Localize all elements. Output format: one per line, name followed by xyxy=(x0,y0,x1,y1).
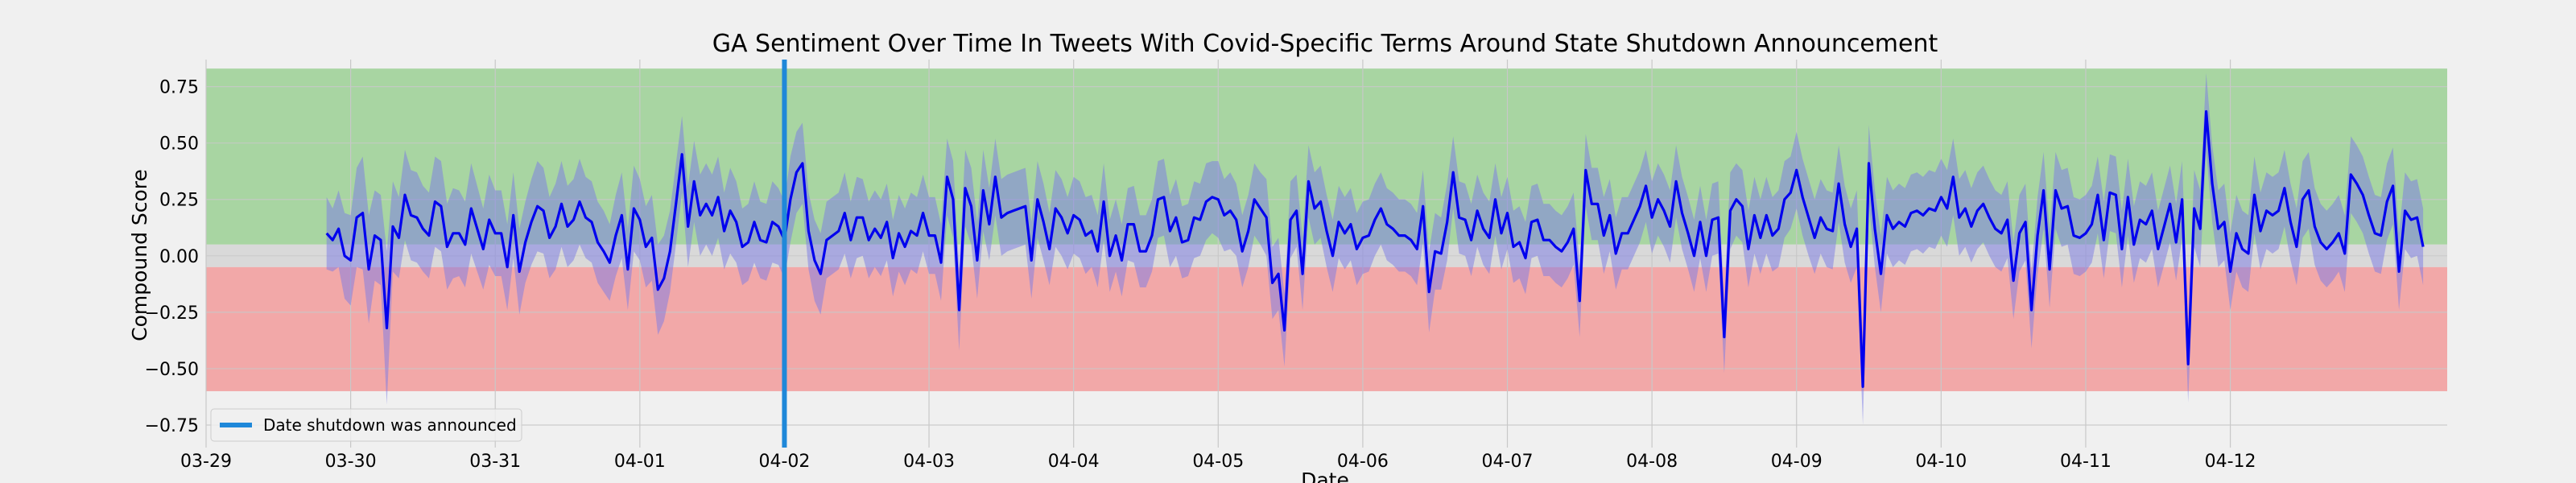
x-tick-label: 04-04 xyxy=(1048,452,1100,472)
x-tick-label: 04-05 xyxy=(1192,452,1244,472)
y-tick-label: 0.00 xyxy=(159,247,199,267)
series-layer xyxy=(325,72,2425,426)
y-tick-label: −0.50 xyxy=(145,360,199,380)
x-tick-label: 03-30 xyxy=(325,452,377,472)
x-tick-label: 03-31 xyxy=(469,452,521,472)
x-tick-label: 04-10 xyxy=(1915,452,1967,472)
chart-title: GA Sentiment Over Time In Tweets With Co… xyxy=(712,30,1938,58)
x-tick-label: 04-06 xyxy=(1337,452,1389,472)
x-tick-label: 04-09 xyxy=(1771,452,1823,472)
x-tick-label: 04-01 xyxy=(614,452,666,472)
y-tick-label: 0.25 xyxy=(159,191,199,211)
legend: Date shutdown was announced xyxy=(210,408,522,442)
x-tick-label: 04-03 xyxy=(903,452,955,472)
x-tick-label: 03-29 xyxy=(180,452,232,472)
y-tick-labels: 0.75 0.50 0.25 0.00 −0.25 −0.50 −0.75 xyxy=(145,78,199,436)
band-negative xyxy=(206,266,2447,391)
compound-score-line xyxy=(325,109,2425,388)
legend-label: Date shutdown was announced xyxy=(263,415,517,435)
x-tick-label: 04-07 xyxy=(1482,452,1534,472)
y-tick-label: −0.75 xyxy=(145,416,199,436)
x-tick-label: 04-02 xyxy=(758,452,810,472)
x-tick-label: 04-11 xyxy=(2060,452,2112,472)
y-tick-label: 0.50 xyxy=(159,134,199,155)
confidence-band xyxy=(326,72,2424,426)
x-tick-label: 04-08 xyxy=(1626,452,1678,472)
y-axis-label: Compound Score xyxy=(128,169,151,341)
x-tick-label: 04-12 xyxy=(2205,452,2256,472)
legend-box xyxy=(210,408,522,442)
x-axis-label: Date xyxy=(1301,469,1349,483)
x-tick-labels: 03-29 03-30 03-31 04-01 04-02 04-03 04-04 04-05… xyxy=(180,452,2256,472)
y-tick-label: −0.25 xyxy=(145,303,199,324)
y-tick-label: 0.75 xyxy=(159,78,199,98)
